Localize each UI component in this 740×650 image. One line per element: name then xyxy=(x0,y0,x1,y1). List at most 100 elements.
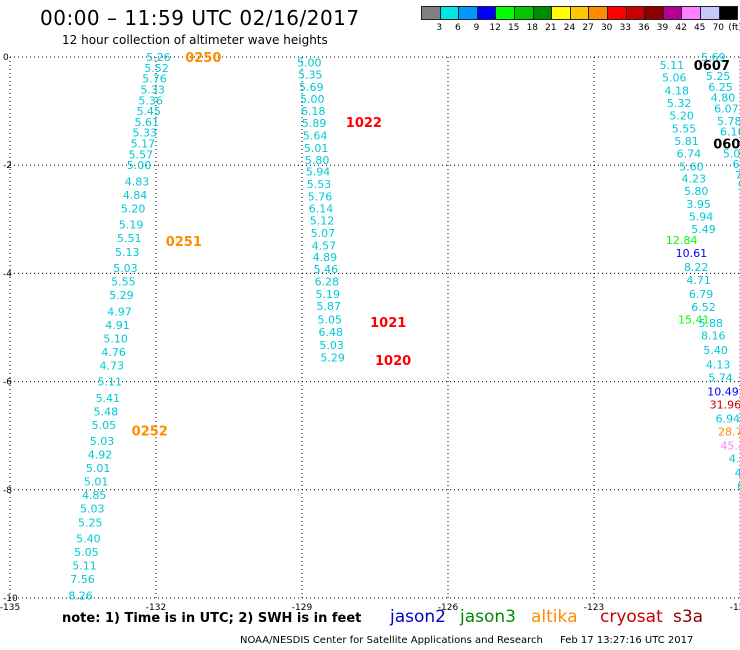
swh-value: 5.48 xyxy=(94,405,119,418)
swh-value: 5.01 xyxy=(304,142,329,155)
swh-value: 5.19 xyxy=(119,219,144,232)
swh-value: 6.16 xyxy=(720,126,740,139)
legend-label: 45 xyxy=(693,23,706,33)
swh-value: 5.03 xyxy=(319,339,344,352)
footer-credit: NOAA/NESDIS Center for Satellite Applica… xyxy=(240,635,693,646)
swh-value: 6.48 xyxy=(318,326,343,339)
swh-value: 5.51 xyxy=(117,232,142,245)
swh-value: 4.84 xyxy=(123,189,148,202)
swh-value: 5.26 xyxy=(146,51,171,64)
swh-value: 5.03 xyxy=(90,435,115,448)
swh-value: 5.61 xyxy=(135,116,160,129)
swh-value: 4.76 xyxy=(101,346,126,359)
legend-swatch xyxy=(718,6,739,20)
legend-label: 18 xyxy=(526,23,539,33)
swh-value: 5.11 xyxy=(72,560,97,573)
swh-value: 5.52 xyxy=(144,62,169,75)
y-tick-label: 0 xyxy=(3,53,9,63)
swh-value: 31.96 xyxy=(710,398,740,411)
swh-value: 5.11 xyxy=(660,59,685,72)
swh-value: 7.03 xyxy=(735,169,740,182)
swh-value: 5.40 xyxy=(76,532,101,545)
timestamp-text: Feb 17 13:27:16 UTC 2017 xyxy=(560,635,694,646)
swh-value: 5.06 xyxy=(662,72,687,85)
swh-value: 4.23 xyxy=(682,173,707,186)
satellite-cryosat: cryosat xyxy=(600,607,663,627)
credit-text: NOAA/NESDIS Center for Satellite Applica… xyxy=(240,635,543,646)
x-tick-label: -132 xyxy=(146,603,166,613)
y-tick-label: -8 xyxy=(3,486,12,496)
legend-label: 70 xyxy=(712,23,725,33)
satellite-jason3: jason3 xyxy=(460,607,516,627)
swh-value: 8.16 xyxy=(701,330,726,343)
swh-value: 4.91 xyxy=(105,319,130,332)
pass-time-label: 1022 xyxy=(346,116,382,131)
swh-value: 6.94 xyxy=(716,412,740,425)
swh-value: 5.17 xyxy=(131,138,156,151)
swh-value: 4. xyxy=(735,466,740,479)
swh-value: 5.53 xyxy=(307,178,332,191)
swh-value: 6.74 xyxy=(677,147,702,160)
swh-value: 4.83 xyxy=(125,175,150,188)
swh-value: 5.45 xyxy=(737,180,740,193)
swh-value: 5.57 xyxy=(129,148,154,161)
swh-value: 5.89 xyxy=(302,117,327,130)
satellite-s3a: s3a xyxy=(673,607,704,627)
pass-time-label: 0250 xyxy=(185,51,221,66)
swh-value: 5.00 xyxy=(723,147,740,160)
swh-value: 5.29 xyxy=(320,351,345,364)
swh-value: 4.57 xyxy=(312,239,337,252)
x-tick-label: -126 xyxy=(438,603,459,613)
swh-value: 5.45 xyxy=(136,105,161,118)
y-tick-label: -6 xyxy=(3,378,12,388)
legend-label: 27 xyxy=(582,23,594,33)
legend-label: 9 xyxy=(473,23,480,33)
swh-value: 5.74 xyxy=(708,371,733,384)
pass-time-label: 0252 xyxy=(132,424,168,439)
swh-value: 5.49 xyxy=(691,223,716,236)
swh-value: 4.13 xyxy=(706,358,731,371)
swh-value: 5.05 xyxy=(74,546,99,559)
footnote: note: 1) Time is in UTC; 2) SWH is in fe… xyxy=(62,611,362,626)
swh-value: 5.40 xyxy=(703,344,728,357)
y-tick-label: -2 xyxy=(3,161,12,171)
swh-value: 5.80 xyxy=(305,154,330,167)
x-tick-label: -129 xyxy=(292,603,313,613)
swh-value: 5.76 xyxy=(308,191,333,204)
legend-label: 39 xyxy=(656,23,669,33)
swh-value: 5.11 xyxy=(98,376,123,389)
swh-value: 45.4 xyxy=(720,439,740,452)
legend-label: 15 xyxy=(507,23,520,33)
x-tick-label: -123 xyxy=(584,603,604,613)
pass-time-label: 1020 xyxy=(375,354,411,369)
legend-label: 3 xyxy=(436,23,443,33)
swh-value: 5.25 xyxy=(78,516,103,529)
swh-value: 5.03 xyxy=(113,262,138,275)
y-tick-label: -4 xyxy=(3,269,12,279)
swh-value: 6.52 xyxy=(691,301,716,314)
swh-value: 5.07 xyxy=(311,227,336,240)
swh-value: 5.32 xyxy=(667,97,692,110)
swh-value: 4.18 xyxy=(664,85,689,98)
pass-time-label: 0606 xyxy=(713,138,740,153)
satellite-jason2: jason2 xyxy=(390,607,446,627)
satellite-altika: altika xyxy=(531,607,578,627)
legend-unit: (ft) xyxy=(728,23,740,33)
legend-label: 36 xyxy=(638,23,650,33)
swh-value: 10.61 xyxy=(676,247,708,260)
swh-value: 5.03 xyxy=(80,503,105,516)
swh-value: 5.55 xyxy=(111,276,136,289)
swh-value: 4.73 xyxy=(99,359,124,372)
swh-value: 5.94 xyxy=(689,211,714,224)
swh-value: 5.60 xyxy=(679,160,704,173)
legend-label: 21 xyxy=(545,23,557,33)
swh-value: 5.00 xyxy=(297,56,322,69)
swh-value: 5.80 xyxy=(684,185,709,198)
swh-value: 8.22 xyxy=(684,261,709,274)
swh-value: 6.18 xyxy=(301,105,326,118)
swh-value: 4.80 xyxy=(711,92,736,105)
swh-value: 6.25 xyxy=(708,81,733,94)
swh-value: 6.14 xyxy=(309,202,334,215)
swh-value: 5.29 xyxy=(109,289,134,302)
